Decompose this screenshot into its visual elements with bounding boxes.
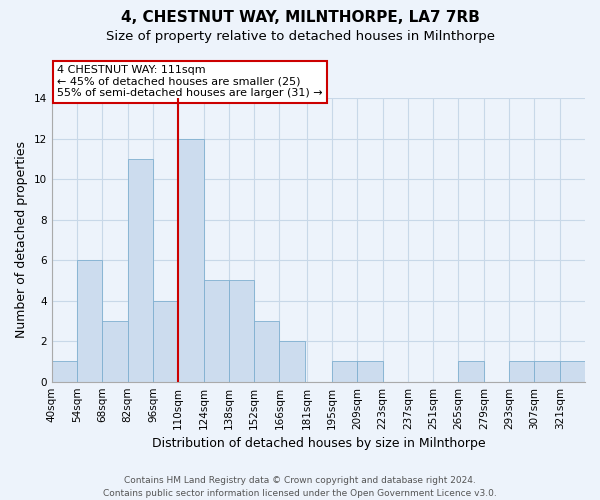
- Bar: [102, 321, 128, 382]
- Bar: [560, 362, 585, 382]
- Text: 4 CHESTNUT WAY: 111sqm
← 45% of detached houses are smaller (25)
55% of semi-det: 4 CHESTNUT WAY: 111sqm ← 45% of detached…: [57, 65, 323, 98]
- Bar: [203, 280, 229, 382]
- Bar: [153, 300, 178, 382]
- Bar: [332, 362, 357, 382]
- Bar: [357, 362, 383, 382]
- Text: Size of property relative to detached houses in Milnthorpe: Size of property relative to detached ho…: [106, 30, 494, 43]
- Bar: [52, 362, 77, 382]
- Text: Contains HM Land Registry data © Crown copyright and database right 2024.
Contai: Contains HM Land Registry data © Crown c…: [103, 476, 497, 498]
- Bar: [280, 341, 305, 382]
- Bar: [178, 138, 203, 382]
- Bar: [128, 159, 153, 382]
- Bar: [458, 362, 484, 382]
- Bar: [535, 362, 560, 382]
- Bar: [509, 362, 535, 382]
- X-axis label: Distribution of detached houses by size in Milnthorpe: Distribution of detached houses by size …: [152, 437, 485, 450]
- Bar: [77, 260, 102, 382]
- Bar: [254, 321, 280, 382]
- Text: 4, CHESTNUT WAY, MILNTHORPE, LA7 7RB: 4, CHESTNUT WAY, MILNTHORPE, LA7 7RB: [121, 10, 479, 25]
- Bar: [229, 280, 254, 382]
- Y-axis label: Number of detached properties: Number of detached properties: [15, 142, 28, 338]
